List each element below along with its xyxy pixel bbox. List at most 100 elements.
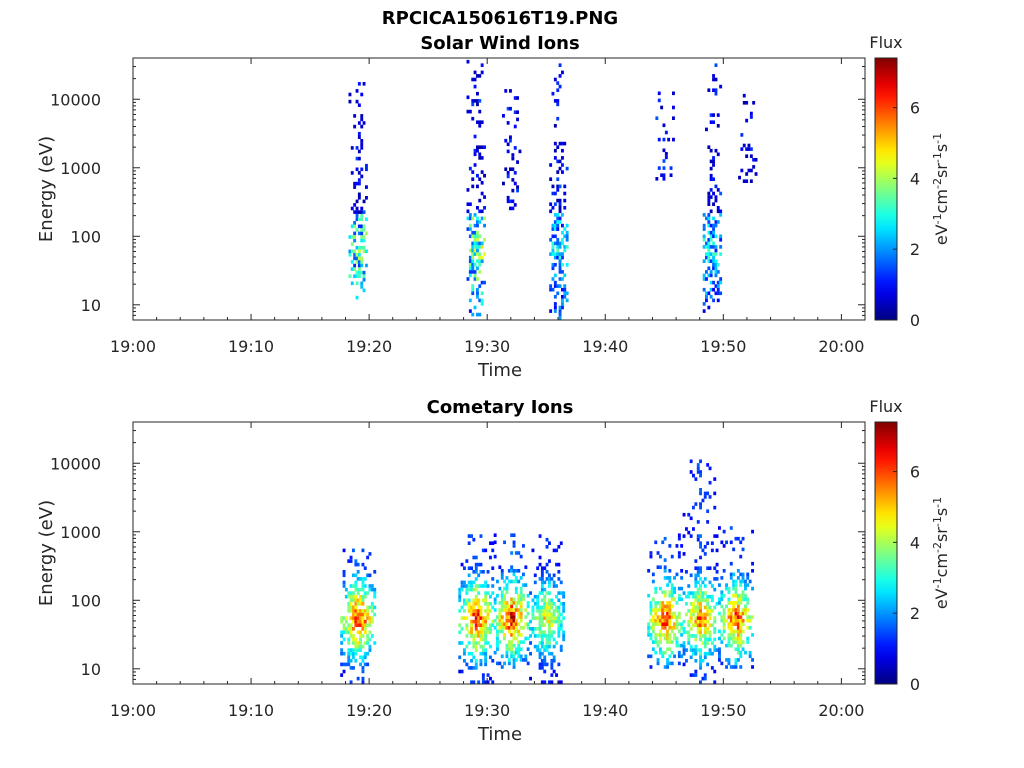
heatmap-cell (458, 587, 462, 592)
heatmap-cell (558, 166, 562, 171)
heatmap-cell (687, 619, 691, 624)
heatmap-cell (514, 650, 518, 655)
heatmap-cell (545, 619, 549, 624)
heatmap-cell (524, 615, 528, 619)
heatmap-cell (703, 591, 707, 595)
heatmap-cell (659, 601, 662, 605)
heatmap-cell (712, 287, 715, 292)
heatmap-cell (706, 541, 710, 545)
heatmap-cell (659, 622, 662, 626)
heatmap-cell (736, 569, 740, 573)
heatmap-cell (727, 597, 731, 602)
heatmap-cell (350, 224, 354, 229)
heatmap-cell (754, 158, 758, 162)
heatmap-cell (556, 252, 560, 256)
heatmap-cell (472, 580, 476, 585)
heatmap-cell (707, 266, 711, 271)
heatmap-cell (556, 88, 560, 92)
heatmap-cell (540, 680, 544, 684)
heatmap-cell (712, 223, 715, 228)
heatmap-cell (660, 105, 664, 110)
heatmap-cell (548, 573, 551, 578)
heatmap-cell (510, 640, 514, 644)
heatmap-cell (696, 570, 700, 574)
heatmap-cell (561, 255, 564, 260)
heatmap-cell (561, 263, 564, 267)
heatmap-cell (548, 623, 551, 627)
heatmap-cell (552, 573, 556, 578)
heatmap-cell (561, 270, 564, 274)
heatmap-cell (708, 580, 712, 585)
heatmap-cell (363, 662, 367, 667)
heatmap-cell (477, 584, 481, 588)
heatmap-cell (702, 234, 706, 239)
heatmap-cell (503, 633, 506, 637)
heatmap-cell (703, 655, 707, 660)
heatmap-cell (712, 74, 715, 78)
heatmap-cell (708, 637, 712, 642)
heatmap-cell (460, 641, 464, 645)
heatmap-cell (663, 622, 667, 626)
heatmap-cell (516, 117, 519, 122)
heatmap-cell (689, 534, 693, 538)
heatmap-cell (553, 241, 557, 246)
heatmap-cell (531, 548, 535, 553)
heatmap-cell (519, 601, 523, 605)
heatmap-cell (365, 263, 368, 268)
heatmap-cell (670, 611, 674, 616)
heatmap-cell (734, 661, 738, 666)
heatmap-cell (473, 152, 477, 157)
heatmap-cell (458, 630, 462, 635)
heatmap-cell (739, 643, 743, 648)
heatmap-cell (340, 648, 344, 652)
heatmap-cell (510, 618, 514, 623)
heatmap-cell (713, 577, 717, 581)
heatmap-cell (561, 252, 564, 256)
y-tick-label: 100 (70, 591, 101, 610)
heatmap-cell (474, 584, 478, 588)
heatmap-cell (356, 587, 360, 592)
heatmap-cell (342, 630, 346, 635)
heatmap-cell (559, 644, 563, 649)
heatmap-cell (340, 634, 344, 638)
heatmap-cell (489, 602, 492, 606)
heatmap-cell (505, 618, 509, 623)
heatmap-cell (460, 562, 464, 567)
heatmap-cell (558, 206, 562, 210)
heatmap-cell (543, 623, 547, 627)
heatmap-cell (685, 602, 688, 606)
heatmap-cell (468, 216, 472, 221)
heatmap-cell (680, 544, 684, 548)
heatmap-cell (465, 591, 469, 595)
heatmap-cell (478, 234, 482, 239)
heatmap-cell (545, 634, 549, 638)
heatmap-cell (514, 629, 518, 634)
heatmap-cell (507, 569, 511, 573)
heatmap-cell (748, 650, 752, 655)
heatmap-cell (356, 562, 360, 567)
heatmap-cell (479, 630, 483, 635)
heatmap-cell (556, 99, 560, 103)
heatmap-cell (682, 644, 686, 649)
heatmap-cell (742, 143, 746, 148)
heatmap-cell (355, 181, 359, 186)
heatmap-cell (749, 147, 753, 151)
heatmap-cell (458, 623, 462, 627)
heatmap-cell (668, 593, 672, 598)
heatmap-cell (677, 586, 681, 591)
heatmap-cell (744, 579, 747, 584)
heatmap-cell (486, 570, 490, 574)
heatmap-cell (673, 654, 676, 659)
heatmap-cell (509, 167, 512, 171)
heatmap-cell (480, 70, 484, 75)
heatmap-cell (359, 637, 362, 642)
heatmap-cell (476, 291, 479, 296)
heatmap-cell (741, 622, 745, 626)
heatmap-cell (370, 602, 374, 606)
heatmap-cell (458, 598, 462, 603)
heatmap-cell (677, 650, 681, 655)
heatmap-cell (734, 618, 738, 623)
heatmap-cell (746, 572, 750, 577)
heatmap-cell (734, 586, 738, 591)
heatmap-cell (734, 536, 738, 541)
